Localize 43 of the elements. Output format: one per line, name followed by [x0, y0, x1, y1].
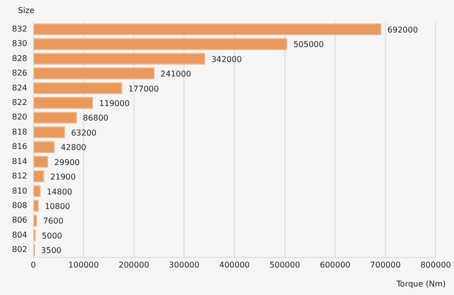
y-tick-label: 830 — [12, 39, 28, 48]
x-tick-label: 100000 — [68, 260, 99, 270]
x-tick-label: 400000 — [219, 260, 250, 270]
data-label: 14800 — [46, 187, 72, 196]
data-label: 342000 — [211, 54, 242, 64]
data-label: 63200 — [71, 128, 97, 138]
y-tick-label: 806 — [12, 216, 28, 225]
x-tick-label: 500000 — [270, 260, 300, 270]
y-tick-label: 812 — [12, 172, 28, 181]
y-tick-label: 818 — [12, 127, 28, 136]
data-label: 5000 — [42, 231, 62, 240]
y-axis-title: Size — [18, 6, 34, 16]
x-tick-label: 200000 — [118, 260, 150, 270]
data-label: 7600 — [43, 216, 64, 226]
data-label: 505000 — [293, 40, 324, 50]
data-label: 29900 — [54, 158, 80, 167]
data-label: 241000 — [160, 70, 192, 79]
y-tick-label: 824 — [12, 83, 28, 92]
x-axis-title: Torque (Nm) — [396, 279, 446, 288]
y-tick-label: 808 — [12, 200, 28, 210]
data-label: 692000 — [387, 25, 418, 34]
x-tick-label: 600000 — [320, 260, 350, 270]
x-tick-label: 300000 — [168, 260, 200, 270]
data-label: 86800 — [82, 114, 108, 123]
y-tick-label: 832 — [12, 24, 28, 34]
y-tick-label: 810 — [12, 186, 28, 196]
data-label: 42800 — [60, 143, 86, 152]
data-label: 21900 — [50, 172, 76, 182]
y-tick-label: 822 — [12, 98, 28, 107]
data-label: 3500 — [41, 246, 62, 256]
data-label: 177000 — [128, 84, 159, 94]
y-tick-label: 826 — [12, 68, 28, 78]
y-tick-label: 816 — [12, 142, 28, 152]
y-tick-label: 804 — [12, 230, 28, 240]
x-tick-label: 700000 — [370, 260, 401, 270]
y-tick-label: 828 — [12, 54, 28, 63]
y-tick-label: 814 — [12, 156, 28, 166]
data-label: 10800 — [44, 202, 70, 211]
data-label: 119000 — [99, 98, 130, 108]
y-tick-label: 820 — [12, 112, 28, 122]
y-tick-label: 802 — [12, 245, 28, 254]
x-tick-label: 0 — [30, 260, 36, 270]
x-tick-label: 800000 — [420, 260, 452, 270]
